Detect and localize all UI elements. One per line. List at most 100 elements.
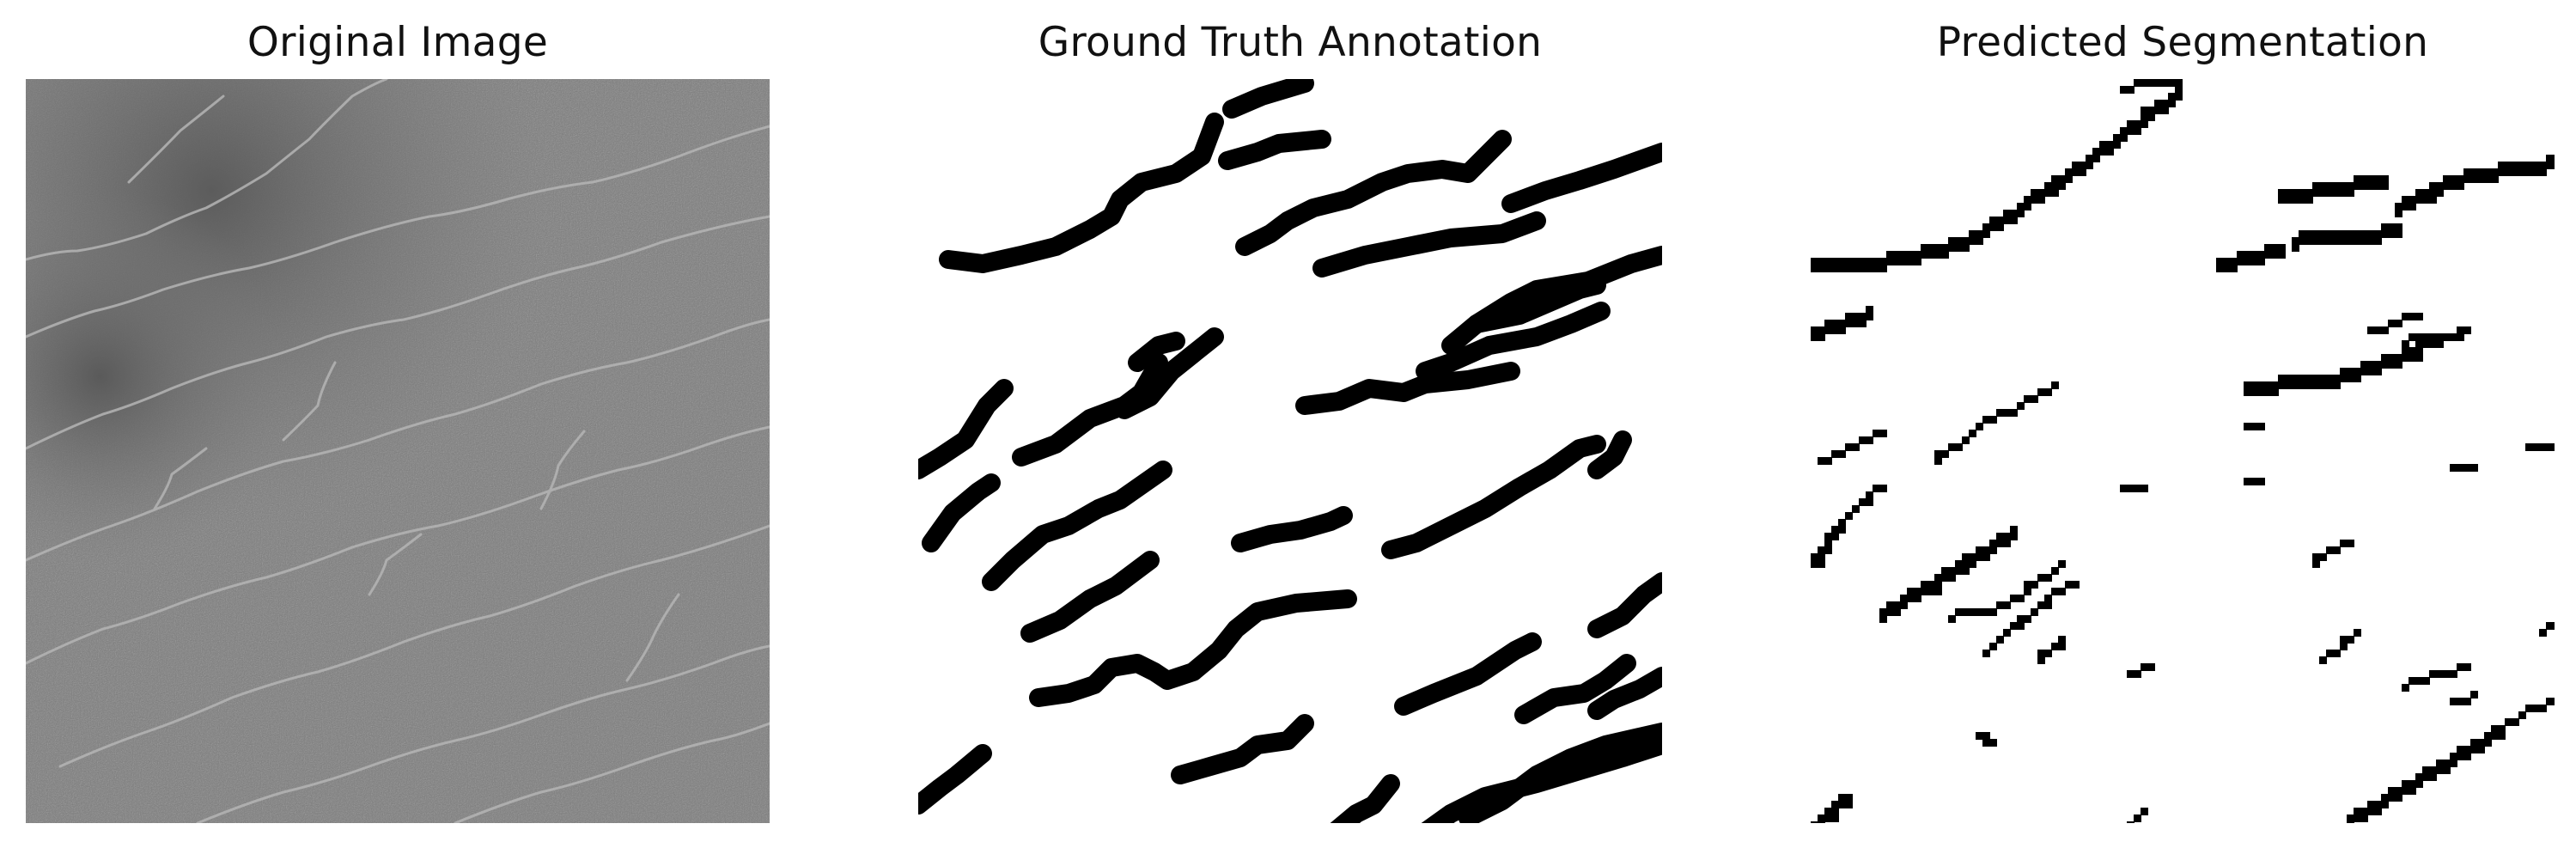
pred-mask-block <box>2505 168 2512 176</box>
pred-mask-block <box>2347 237 2354 245</box>
pred-mask-block <box>2450 698 2457 705</box>
pred-mask-block <box>2409 677 2416 685</box>
pred-mask-block <box>2415 677 2423 685</box>
pred-mask-block <box>2539 705 2547 712</box>
pred-mask-block <box>1941 244 1949 252</box>
pred-mask-block <box>2402 787 2409 795</box>
pred-mask-block <box>2347 375 2354 382</box>
pred-mask-block <box>2347 189 2354 197</box>
pred-mask-block <box>1845 801 1853 808</box>
pred-mask-block <box>2512 168 2519 176</box>
pred-mask-block <box>1824 546 1832 554</box>
pred-mask-block <box>2347 368 2354 375</box>
pred-mask-block <box>2553 698 2555 705</box>
pred-mask-block <box>2340 636 2348 644</box>
pred-mask-block <box>2470 739 2478 747</box>
pred-mask-block <box>2120 485 2128 492</box>
pred-mask-block <box>2395 203 2402 210</box>
gt-crack-stroke <box>982 461 1172 591</box>
pred-mask-block <box>2305 237 2313 245</box>
pred-mask-block <box>1969 230 1976 238</box>
pred-mask-block <box>2134 485 2141 492</box>
pred-mask-block <box>2457 698 2464 705</box>
pred-mask-block <box>2264 381 2272 389</box>
pred-mask-block <box>2051 175 2059 183</box>
pred-mask-block <box>2230 265 2238 272</box>
pred-mask-block <box>2312 237 2320 245</box>
pred-mask-block <box>2010 217 2018 224</box>
pred-mask-block <box>1962 567 1970 575</box>
pred-mask-block <box>2395 210 2402 217</box>
pred-mask-block <box>1955 560 1963 568</box>
pred-mask-block <box>2147 107 2155 114</box>
pred-mask-block <box>1879 608 1887 616</box>
pred-mask-block <box>2319 381 2327 389</box>
pred-mask-block <box>2216 258 2224 265</box>
pred-mask-block <box>2539 629 2547 637</box>
pred-mask-block <box>1859 258 1867 265</box>
pred-mask-block <box>2463 464 2471 472</box>
pred-mask-block <box>2422 773 2430 781</box>
pred-mask-block <box>1859 436 1867 444</box>
pred-mask-block <box>1941 450 1949 458</box>
pred-mask-block <box>1831 450 1839 458</box>
pred-mask-block <box>1982 650 1990 657</box>
pred-mask-block <box>2360 230 2368 238</box>
pred-mask-block <box>2037 574 2045 582</box>
pred-mask-block <box>2388 230 2396 238</box>
gt-crack-stroke <box>918 379 1014 479</box>
pred-mask-block <box>2292 375 2299 382</box>
pred-mask-block <box>1838 326 1846 334</box>
pred-mask-block <box>1893 608 1901 616</box>
pred-mask-block <box>2415 347 2423 355</box>
pred-mask-block <box>2017 615 2025 623</box>
pred-mask-block <box>2141 79 2148 87</box>
pred-mask-block <box>1859 498 1867 506</box>
pred-mask-block <box>1824 814 1832 822</box>
pred-mask-block <box>1948 237 1956 245</box>
pred-mask-block <box>2381 182 2389 190</box>
pred-mask-block <box>1866 306 1873 314</box>
pred-mask-block <box>2457 464 2464 472</box>
pred-mask-block <box>2388 354 2396 362</box>
pred-mask-block <box>2079 162 2086 169</box>
pred-mask-block <box>2340 189 2348 197</box>
image-crack-line <box>625 593 680 682</box>
pred-mask-block <box>2539 162 2547 169</box>
pred-mask-block <box>2484 175 2492 183</box>
pred-mask-block <box>2134 127 2141 135</box>
pred-mask-block <box>2409 333 2416 341</box>
pred-mask-block <box>2415 354 2423 362</box>
pred-mask-block <box>2450 753 2457 760</box>
pred-mask-block <box>2271 251 2279 259</box>
pred-mask-block <box>2477 746 2485 753</box>
pred-mask-block <box>2065 175 2073 183</box>
pred-mask-block <box>1914 251 1921 259</box>
pred-mask-block <box>2044 574 2052 582</box>
pred-mask-block <box>1879 485 1887 492</box>
pred-mask-block <box>2319 230 2327 238</box>
pred-mask-block <box>1845 313 1853 320</box>
pred-mask-block <box>2127 127 2134 135</box>
pred-mask-block <box>2374 182 2382 190</box>
pred-mask-block <box>2340 182 2348 190</box>
gt-crack-stroke <box>1312 211 1546 278</box>
pred-mask-block <box>2326 237 2334 245</box>
pred-mask-block <box>2299 189 2306 197</box>
pred-mask-block <box>2113 141 2121 149</box>
pred-mask-block <box>2429 182 2437 190</box>
pred-mask-block <box>2367 326 2375 334</box>
pred-mask-block <box>2127 670 2134 678</box>
pred-mask-block <box>2044 650 2052 657</box>
pred-mask-block <box>2292 189 2299 197</box>
gt-crack-stroke <box>1587 667 1662 720</box>
pred-mask-block <box>2257 478 2265 485</box>
pred-mask-block <box>1831 808 1839 815</box>
pred-mask-block <box>2477 739 2485 747</box>
pred-mask-block <box>2422 333 2430 341</box>
pred-mask-block <box>1831 258 1839 265</box>
pred-mask-block <box>2347 540 2354 547</box>
pred-mask-block <box>2443 766 2451 774</box>
pred-mask-block <box>1982 739 1990 747</box>
pred-mask-block <box>2429 340 2437 348</box>
